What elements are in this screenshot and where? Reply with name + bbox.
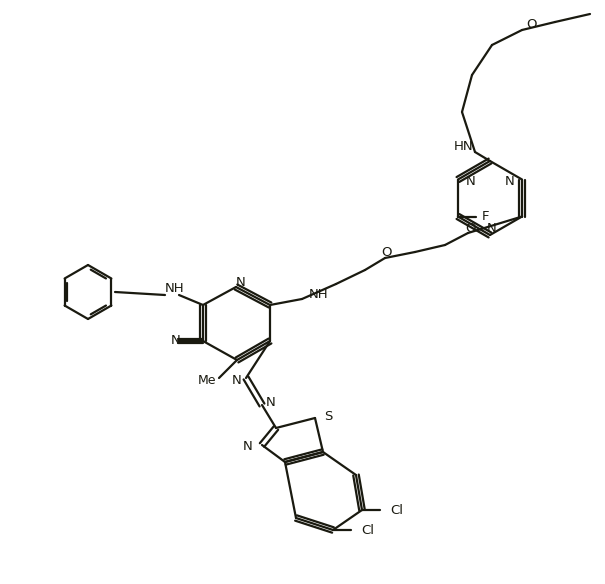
Text: NH: NH [165, 283, 185, 296]
Text: NH: NH [309, 287, 329, 301]
Text: Me: Me [197, 374, 216, 388]
Text: F: F [482, 210, 489, 223]
Text: N: N [243, 440, 253, 454]
Text: S: S [324, 409, 332, 422]
Text: N: N [236, 276, 246, 288]
Text: N: N [505, 175, 514, 188]
Text: N: N [171, 335, 181, 347]
Text: N: N [266, 397, 276, 409]
Text: O: O [526, 19, 537, 32]
Text: N: N [487, 223, 497, 235]
Text: N: N [466, 175, 476, 188]
Text: Cl: Cl [361, 523, 374, 537]
Text: N: N [232, 374, 242, 387]
Text: O: O [465, 221, 476, 235]
Text: Cl: Cl [390, 503, 403, 516]
Text: HN: HN [453, 141, 473, 154]
Text: O: O [381, 246, 391, 259]
